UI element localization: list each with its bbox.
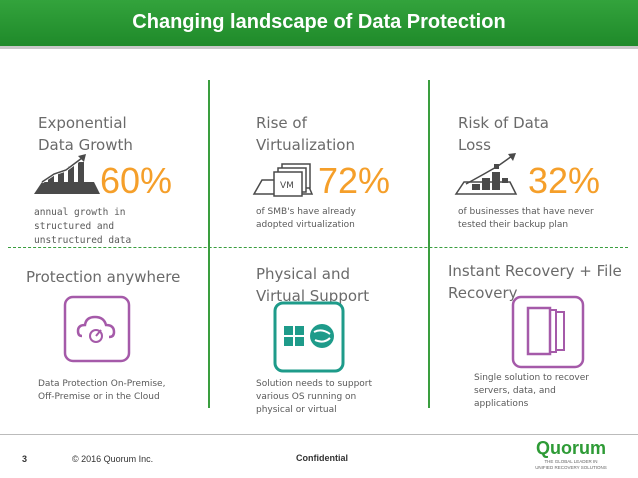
heading-protection-anywhere: Protection anywhere: [26, 268, 181, 286]
heading-data-growth: Exponential Data Growth: [38, 114, 133, 154]
desc-data-growth: annual growth in structured and unstruct…: [34, 207, 132, 246]
heading-risk-data-loss: Risk of Data Loss: [458, 114, 549, 154]
confidential-label: Confidential: [296, 453, 348, 463]
divider-vertical-1: [208, 80, 210, 408]
stat-72-percent: 72%: [318, 160, 391, 201]
stat-32-percent: 32%: [528, 160, 601, 201]
desc-virtualization: of SMB's have already adopted virtualiza…: [256, 207, 356, 230]
page-number: 3: [22, 454, 28, 464]
title-bar: Changing landscape of Data Protection: [0, 0, 638, 49]
stat-60-percent: 60%: [100, 160, 173, 201]
logo-text: Quorum: [536, 438, 606, 458]
vm-label: VM: [280, 181, 294, 191]
quorum-logo: Quorum THE GLOBAL LEADER IN UNIFIED RECO…: [526, 438, 616, 471]
divider-vertical-2: [428, 80, 430, 408]
heading-virtualization: Rise of Virtualization: [256, 114, 355, 154]
virtualization-icon: VM: [252, 163, 314, 197]
desc-protection-anywhere: Data Protection On-Premise, Off-Premise …: [38, 379, 166, 402]
divider-horizontal: [8, 247, 628, 248]
growth-chart-icon: [34, 154, 100, 194]
footer-divider: [0, 434, 638, 435]
recovery-icon: [511, 295, 585, 369]
heading-physical-virtual: Physical and Virtual Support: [256, 265, 370, 305]
desc-instant-recovery: Single solution to recover servers, data…: [474, 373, 589, 409]
cloud-protection-icon: [63, 295, 131, 363]
desc-physical-virtual: Solution needs to support various OS run…: [256, 379, 373, 415]
os-support-icon: [273, 301, 345, 373]
copyright: © 2016 Quorum Inc.: [72, 454, 154, 464]
heading-instant-recovery: Instant Recovery + File Recovery: [448, 262, 622, 302]
desc-risk-data-loss: of businesses that have never tested the…: [458, 207, 594, 230]
slide-title: Changing landscape of Data Protection: [132, 11, 506, 33]
logo-tagline: THE GLOBAL LEADER IN UNIFIED RECOVERY SO…: [535, 459, 607, 470]
data-loss-icon: [454, 153, 518, 195]
